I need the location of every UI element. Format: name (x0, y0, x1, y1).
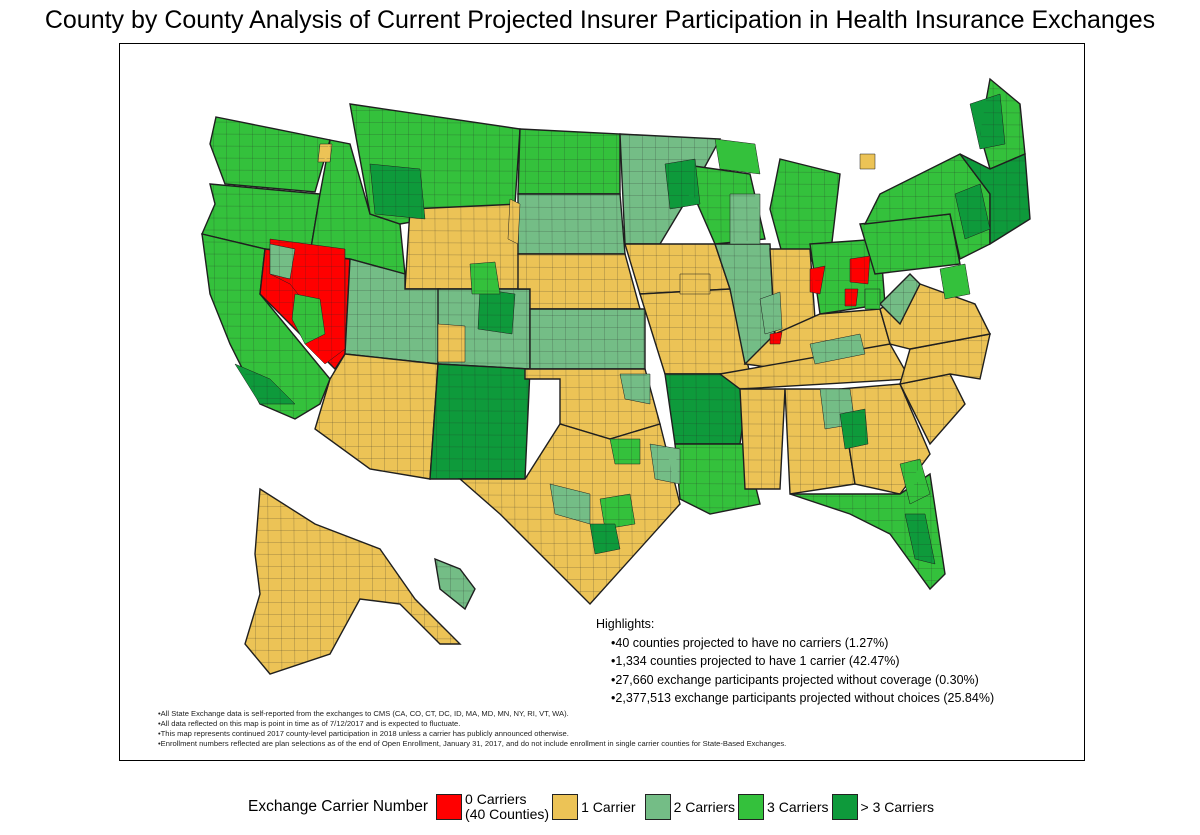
legend-swatch (831, 794, 858, 820)
legend-item-3-carriers: 3 Carriers (738, 794, 829, 820)
county-patch (369, 163, 426, 220)
legend-swatch (644, 794, 671, 820)
legend-label: 0 Carriers (465, 791, 527, 807)
county-patch (714, 138, 761, 175)
state-sd (517, 193, 626, 255)
state-la (674, 443, 761, 515)
county-patch (317, 143, 333, 163)
map-frame: Highlights: 40 counties projected to hav… (119, 43, 1085, 761)
county-patch (954, 183, 991, 240)
highlight-item: 27,660 exchange participants projected w… (611, 671, 994, 690)
state-wa (209, 116, 331, 193)
county-patch (609, 438, 641, 465)
county-patch (619, 373, 651, 405)
county-patch (839, 408, 869, 450)
county-patch (291, 293, 326, 345)
highlights-box: Highlights: 40 counties projected to hav… (596, 615, 994, 708)
state-nd (517, 128, 621, 195)
legend-swatch (436, 794, 463, 820)
county-patch (859, 153, 876, 170)
page-title: County by County Analysis of Current Pro… (44, 6, 1156, 34)
legend-item-0-carriers: 0 Carriers (40 Counties) (436, 792, 549, 822)
legend-label: 2 Carriers (673, 798, 736, 815)
legend-swatch (552, 794, 579, 820)
county-patch (664, 158, 701, 210)
state-nm (429, 363, 531, 480)
footnote: Enrollment numbers reflected are plan se… (158, 739, 787, 749)
legend-sublabel: (40 Counties) (465, 806, 550, 822)
county-patch (809, 265, 826, 295)
state-ia (624, 243, 731, 295)
county-patch (589, 523, 621, 555)
county-patch (769, 331, 783, 345)
legend: Exchange Carrier Number 0 Carriers (40 C… (248, 789, 937, 825)
county-patch (269, 243, 296, 280)
legend-title: Exchange Carrier Number (248, 798, 429, 815)
footnote: All State Exchange data is self-reported… (158, 709, 786, 719)
footnotes: All State Exchange data is self-reported… (158, 709, 787, 749)
county-patch (469, 261, 501, 295)
legend-item-2-carriers: 2 Carriers (644, 794, 736, 820)
state-ks (529, 308, 646, 370)
legend-label: 3 Carriers (767, 798, 829, 815)
state-new-england (959, 152, 1031, 246)
state-ak (244, 487, 462, 675)
county-patch (507, 198, 521, 245)
county-grid (202, 79, 1030, 674)
county-patch (864, 288, 881, 310)
highlight-item: 2,377,513 exchange participants projecte… (611, 689, 994, 708)
us-county-map (201, 77, 1031, 675)
county-patch (679, 273, 711, 295)
county-patch (904, 513, 936, 565)
county-patch (437, 323, 466, 363)
state-hi (434, 557, 476, 611)
highlights-heading: Highlights: (596, 617, 655, 631)
state-fl (789, 472, 946, 591)
county-patch (969, 93, 1006, 150)
legend-label: 1 Carrier (581, 798, 636, 815)
state-ne (517, 253, 641, 310)
county-patch (849, 255, 871, 285)
county-patch (729, 193, 761, 245)
legend-item-1-carrier: 1 Carrier (552, 794, 641, 820)
legend-item-more-carriers: > 3 Carriers (831, 794, 935, 820)
state-ms (739, 388, 786, 490)
highlight-item: 1,334 counties projected to have 1 carri… (611, 652, 994, 671)
state-wv (879, 273, 921, 326)
legend-label: > 3 Carriers (860, 798, 935, 815)
footnote: All data reflected on this map is point … (158, 719, 786, 729)
county-patch (939, 263, 971, 300)
footnote: This map represents continued 2017 count… (158, 729, 786, 739)
legend-swatch (738, 794, 765, 820)
highlight-item: 40 counties projected to have no carrier… (611, 634, 994, 653)
county-patch (477, 288, 516, 335)
state-az (314, 353, 439, 480)
